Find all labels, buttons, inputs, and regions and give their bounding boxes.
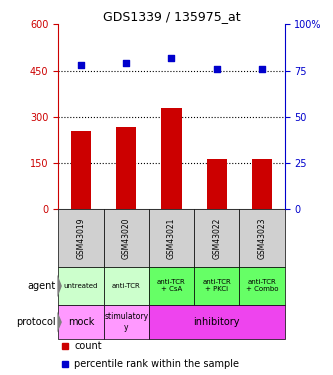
Bar [206,159,227,209]
Text: stimulatory
y: stimulatory y [104,312,148,332]
Bar [71,131,91,209]
Text: agent: agent [28,281,56,291]
Text: GSM43020: GSM43020 [122,217,131,259]
Point [169,55,174,61]
Text: GSM43023: GSM43023 [257,217,267,259]
Bar [149,209,194,267]
Text: untreated: untreated [64,283,98,289]
Point [78,62,84,68]
Text: GSM43019: GSM43019 [76,217,86,259]
Bar [252,159,272,209]
Bar [194,267,239,305]
Bar [116,127,137,209]
Text: protocol: protocol [16,317,56,327]
Text: anti-TCR: anti-TCR [112,283,141,289]
Bar [149,267,194,305]
Point [214,66,219,72]
Text: inhibitory: inhibitory [193,317,240,327]
Text: percentile rank within the sample: percentile rank within the sample [74,359,239,369]
Text: anti-TCR
+ PKCi: anti-TCR + PKCi [202,279,231,292]
Text: anti-TCR
+ CsA: anti-TCR + CsA [157,279,186,292]
Text: GSM43022: GSM43022 [212,217,221,259]
Bar [58,267,104,305]
Bar [104,267,149,305]
Bar [194,209,239,267]
Bar [161,108,182,209]
Bar [104,305,149,339]
Bar [58,209,104,267]
Bar [104,209,149,267]
Text: mock: mock [68,317,94,327]
Polygon shape [57,275,62,297]
Point [124,60,129,66]
Bar [239,209,285,267]
Bar [149,305,285,339]
Text: GSM43021: GSM43021 [167,217,176,259]
Polygon shape [57,312,62,333]
Bar [58,305,104,339]
Text: anti-TCR
+ Combo: anti-TCR + Combo [246,279,278,292]
Title: GDS1339 / 135975_at: GDS1339 / 135975_at [103,10,240,23]
Point [259,66,265,72]
Text: count: count [74,342,102,351]
Bar [239,267,285,305]
